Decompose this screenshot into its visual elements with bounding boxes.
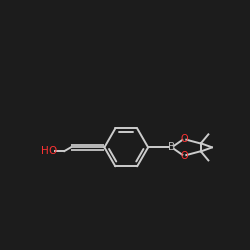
Text: H: H	[41, 146, 49, 156]
Text: O: O	[48, 146, 56, 156]
Text: O: O	[180, 151, 188, 161]
Text: O: O	[180, 134, 188, 144]
Text: B: B	[168, 142, 175, 152]
